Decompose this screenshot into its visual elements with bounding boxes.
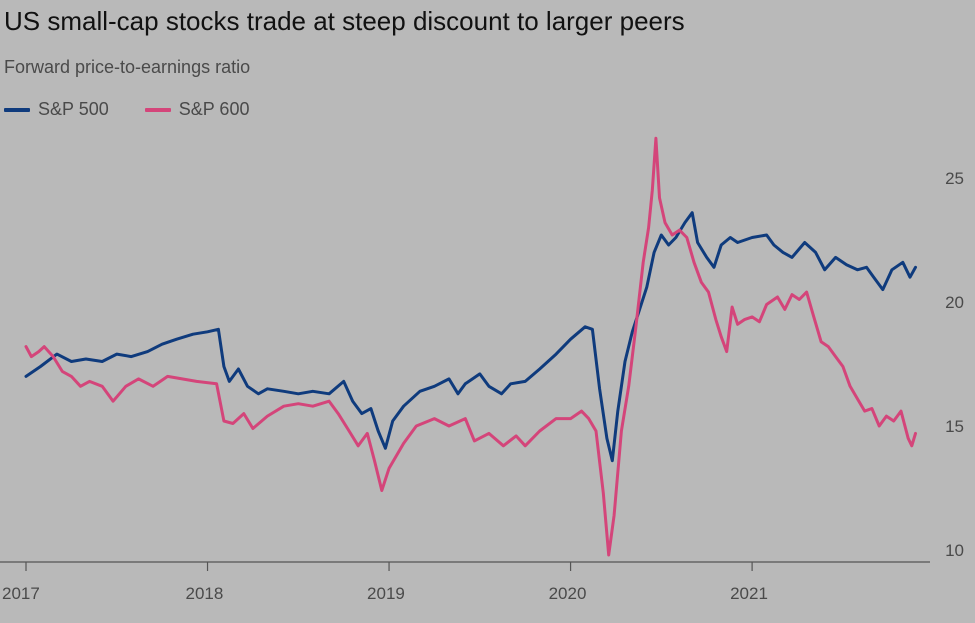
y-tick-label: 15 bbox=[945, 417, 964, 436]
x-tick-label: 2019 bbox=[367, 584, 405, 603]
legend-swatch-sp600 bbox=[144, 107, 171, 112]
series-line-s-p-500 bbox=[24, 211, 917, 463]
y-tick-label: 20 bbox=[945, 293, 964, 312]
x-tick-label: 2021 bbox=[730, 584, 768, 603]
x-tick-label: 2018 bbox=[186, 584, 224, 603]
y-tick-label: 25 bbox=[945, 169, 964, 188]
legend-swatch-sp500 bbox=[4, 107, 30, 112]
chart-subtitle: Forward price-to-earnings ratio bbox=[4, 57, 251, 77]
plot-area bbox=[24, 136, 917, 557]
chart-title: US small-cap stocks trade at steep disco… bbox=[4, 6, 685, 36]
series-line-s-p-600 bbox=[24, 136, 917, 557]
x-axis: 2017 2018 2019 2020 2021 bbox=[0, 561, 930, 603]
legend-label-sp600: S&P 600 bbox=[178, 99, 250, 119]
legend: S&P 500 S&P 600 bbox=[4, 99, 285, 120]
y-tick-label: 10 bbox=[945, 541, 964, 560]
legend-item-sp500: S&P 500 bbox=[4, 99, 109, 120]
y-axis: 10 15 20 25 bbox=[945, 169, 964, 560]
x-tick-label: 2017 bbox=[2, 584, 40, 603]
x-tick-label: 2020 bbox=[549, 584, 587, 603]
legend-item-sp600: S&P 600 bbox=[144, 99, 250, 120]
legend-label-sp500: S&P 500 bbox=[38, 99, 109, 119]
